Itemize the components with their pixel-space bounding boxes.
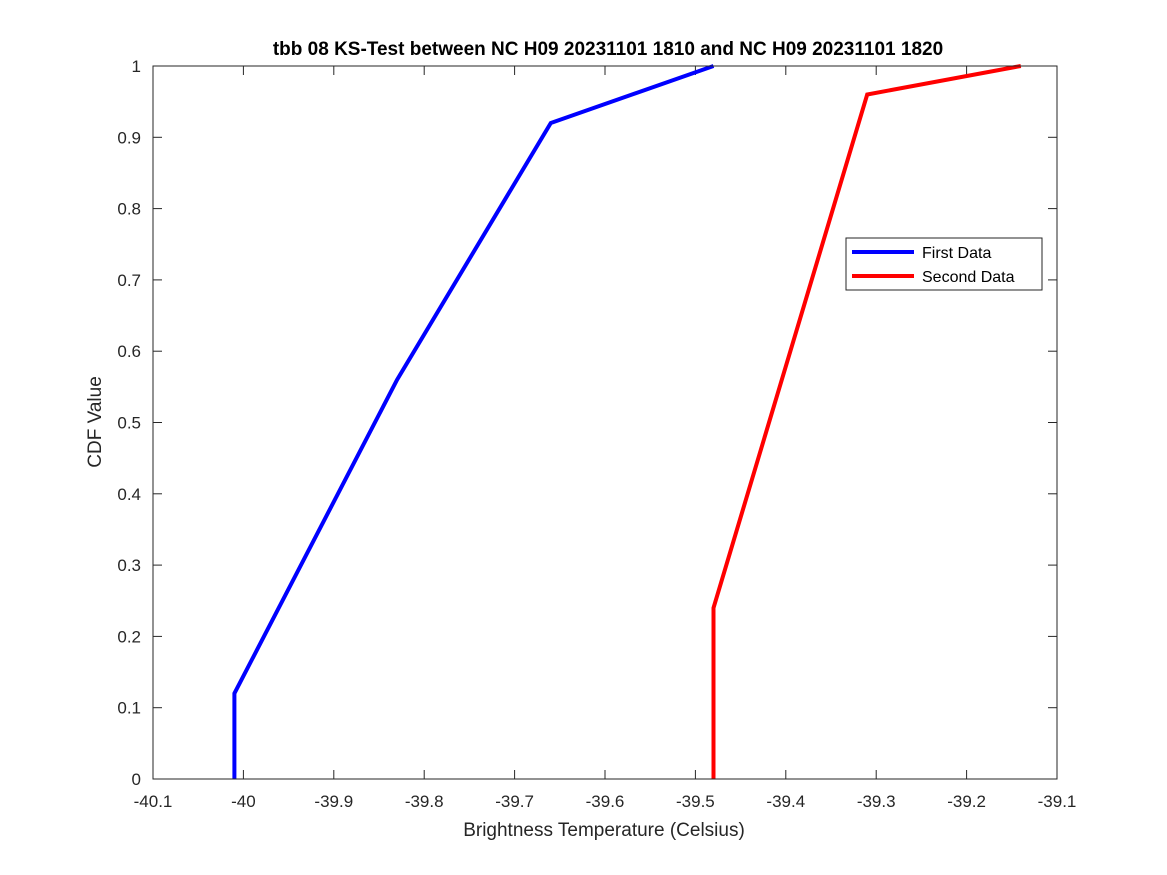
y-tick-label: 0 [132,770,141,789]
x-tick-label: -39.1 [1038,792,1077,811]
legend-box [845,237,1043,291]
y-tick-label: 0.1 [117,699,141,718]
series-line-2 [711,64,1022,779]
legend-label-2: Second Data [922,269,1015,286]
plot-frame [152,65,1058,780]
x-tick-label: -40.1 [134,792,173,811]
chart-title: tbb 08 KS-Test between NC H09 20231101 1… [273,39,943,60]
x-tick-label: -39.7 [495,792,534,811]
x-tick-label: -40 [231,792,256,811]
y-axis-tick-labels: 0 0.1 0.2 0.3 0.4 0.5 0.6 0.7 0.8 0.9 1 [117,57,141,789]
y-tick-label: 0.8 [117,200,141,219]
y-tick-label: 0.9 [117,128,141,147]
y-tick-label: 0.6 [117,342,141,361]
series-lines [232,64,1022,779]
legend-label-1: First Data [922,245,991,262]
x-tick-label: -39.8 [405,792,444,811]
y-tick-label: 0.5 [117,414,141,433]
x-tick-label: -39.6 [586,792,625,811]
y-tick-label: 0.7 [117,271,141,290]
x-tick-label: -39.3 [857,792,896,811]
x-tick-label: -39.2 [947,792,986,811]
y-tick-label: 1 [132,57,141,76]
y-tick-label: 0.3 [117,556,141,575]
x-tick-label: -39.9 [314,792,353,811]
legend: First Data Second Data [845,237,1043,291]
series-line-1 [232,64,715,779]
x-axis-tick-labels: -40.1 -40 -39.9 -39.8 -39.7 -39.6 -39.5 -39.4 -3… [134,792,1077,811]
plot-area [153,66,1057,779]
y-tick-label: 0.4 [117,485,141,504]
x-tick-label: -39.5 [676,792,715,811]
x-tick-label: -39.4 [766,792,805,811]
x-axis-label: Brightness Temperature (Celsius) [463,820,745,841]
y-axis-label: CDF Value [85,376,106,468]
y-tick-label: 0.2 [117,627,141,646]
